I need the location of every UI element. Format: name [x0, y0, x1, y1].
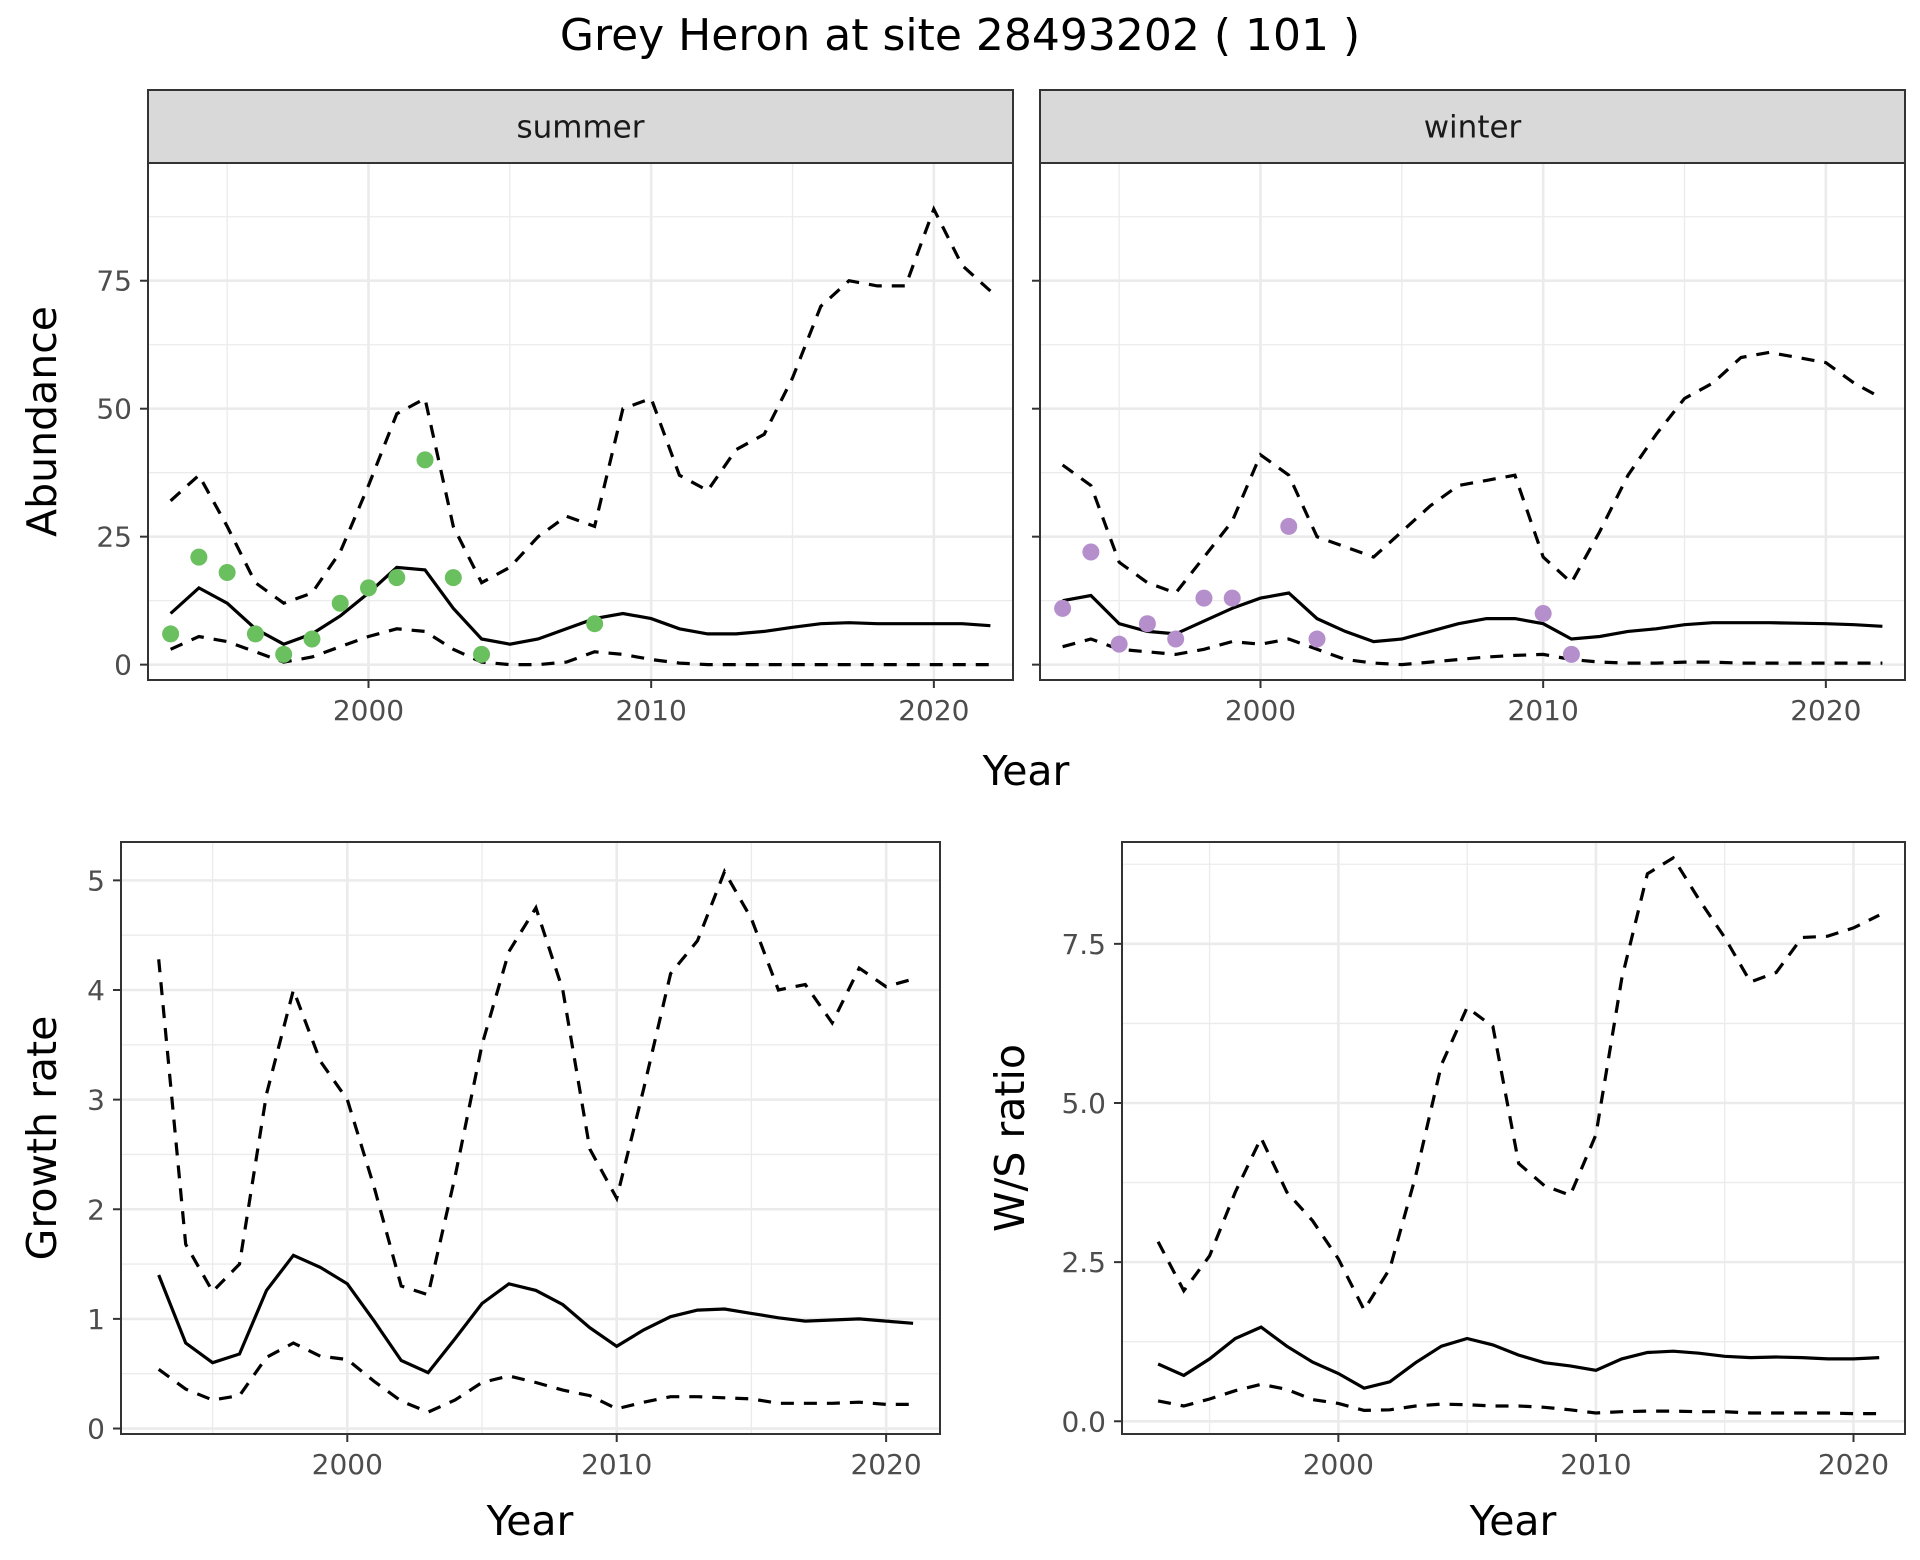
panel-border — [147, 162, 1014, 681]
y-tick-label: 3 — [87, 1084, 105, 1117]
observed-point — [359, 579, 377, 597]
observed-point — [1110, 635, 1128, 653]
observed-point — [246, 625, 264, 643]
y-axis-title: W/S ratio — [986, 1044, 1034, 1232]
x-tick-label: 2020 — [850, 1448, 921, 1481]
observed-point — [162, 625, 180, 643]
y-tick-label: 2 — [87, 1193, 105, 1226]
y-tick-label: 0 — [87, 1413, 105, 1446]
y-tick-label: 50 — [96, 393, 132, 426]
ci-upper-line — [1061, 350, 1884, 595]
x-tick-label: 2000 — [1303, 1448, 1374, 1481]
observed-point — [1082, 543, 1100, 561]
observed-point — [1223, 589, 1241, 607]
x-tick-label: 2010 — [581, 1448, 652, 1481]
y-tick-label: 5.0 — [1061, 1087, 1106, 1120]
observed-point — [1138, 615, 1156, 633]
x-tick-label: 2000 — [1225, 694, 1296, 727]
ci-lower-line — [1062, 637, 1883, 667]
figure-title: Grey Heron at site 28493202 ( 101 ) — [560, 10, 1360, 61]
panel-winter: winter 2000 2010 2020 — [1032, 89, 1906, 727]
fitted-line — [1157, 1325, 1880, 1390]
ci-upper-line — [169, 205, 992, 605]
y-tick-label: 1 — [87, 1303, 105, 1336]
panel-chart-4: 2000 2010 2020 0.0 2.5 5.0 7.5 W/S ratio Year — [986, 841, 1906, 1545]
panel-background — [1040, 163, 1905, 680]
observed-point — [1308, 630, 1326, 648]
facet-strip — [1039, 89, 1906, 164]
panel-border — [1121, 841, 1906, 1435]
y-axis-title: Abundance — [18, 306, 66, 537]
x-tick-label: 2000 — [333, 694, 404, 727]
y-tick-label: 0.0 — [1061, 1405, 1106, 1438]
observed-point — [1054, 599, 1072, 617]
observed-point — [218, 564, 236, 582]
panel-chart-3: 2000 2010 2020 0 1 2 3 4 5 Growth rate Year — [18, 841, 941, 1545]
ci-lower-line — [169, 627, 991, 667]
facet-label: summer — [516, 110, 644, 146]
panel-border — [1039, 162, 1906, 681]
y-tick-label: 25 — [96, 521, 132, 554]
y-tick-label: 7.5 — [1061, 928, 1106, 961]
facet-label: winter — [1424, 110, 1522, 146]
y-tick-label: 2.5 — [1061, 1246, 1106, 1279]
observed-point — [1167, 630, 1185, 648]
x-tick-label: 2010 — [616, 694, 687, 727]
observed-point — [275, 645, 293, 663]
x-tick-label: 2020 — [1818, 1448, 1889, 1481]
y-tick-label: 75 — [96, 265, 132, 298]
observed-point — [473, 645, 491, 663]
x-axis-title: Year — [1469, 1497, 1557, 1545]
panel-background — [148, 163, 1013, 680]
observed-point — [190, 548, 208, 566]
x-axis-title-shared: Year — [982, 747, 1070, 795]
x-tick-label: 2020 — [1790, 694, 1861, 727]
observed-point — [1534, 604, 1552, 622]
x-axis-title: Year — [486, 1497, 574, 1545]
observed-point — [1562, 645, 1580, 663]
observed-point — [1280, 517, 1298, 535]
y-axis-title: Growth rate — [18, 1016, 66, 1261]
observed-point — [331, 594, 349, 612]
panel-summer: summer 2000 2010 2020 0 25 50 75 Abundance — [18, 89, 1014, 727]
observed-point — [416, 451, 434, 469]
x-tick-label: 2010 — [1560, 1448, 1631, 1481]
fitted-line — [1062, 591, 1883, 644]
x-tick-label: 2020 — [898, 694, 969, 727]
panel-border — [120, 841, 941, 1435]
observed-point — [586, 615, 604, 633]
y-tick-label: 0 — [114, 649, 132, 682]
facet-strip — [147, 89, 1014, 164]
observed-point — [303, 630, 321, 648]
x-tick-label: 2000 — [312, 1448, 383, 1481]
observed-point — [388, 569, 406, 587]
ci-upper-line — [1156, 855, 1880, 1314]
panel-background — [121, 842, 940, 1434]
y-tick-label: 4 — [87, 974, 105, 1007]
observed-point — [1195, 589, 1213, 607]
panel-background — [1122, 842, 1905, 1434]
x-tick-label: 2010 — [1508, 694, 1579, 727]
ci-lower-line — [157, 1341, 914, 1414]
y-tick-label: 5 — [87, 864, 105, 897]
ci-lower-line — [1157, 1382, 1880, 1416]
ci-upper-line — [157, 867, 914, 1297]
fitted-line — [157, 1253, 914, 1375]
observed-point — [444, 569, 462, 587]
